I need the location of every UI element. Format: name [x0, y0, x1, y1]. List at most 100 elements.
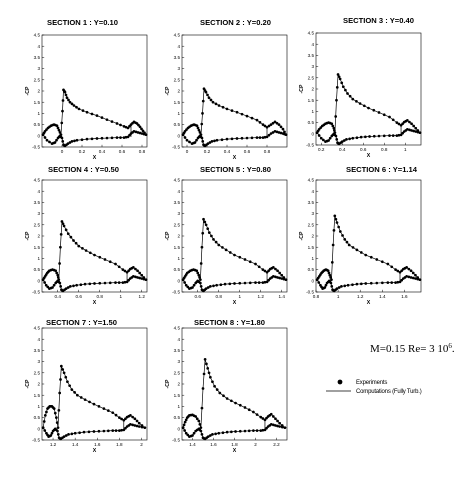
experiment-point-upper — [265, 125, 269, 129]
experiment-point-upper — [77, 107, 81, 111]
experiment-point-lower — [111, 429, 115, 432]
experiment-point-upper — [396, 269, 400, 273]
experiment-point-upper — [182, 423, 186, 427]
experiment-point-upper — [97, 405, 101, 408]
experiment-point-upper — [198, 131, 202, 134]
experiment-point-upper — [205, 362, 208, 366]
experiment-point-lower — [115, 136, 119, 139]
experiment-point-lower — [64, 287, 68, 290]
y-tick-label: 3.5 — [34, 200, 41, 205]
experiment-point-lower — [131, 423, 134, 427]
experiment-point-upper — [340, 81, 344, 85]
experiment-point-lower — [188, 140, 191, 144]
experiment-point-lower — [206, 435, 210, 438]
chart-title: SECTION 5 : Y=0.80 — [200, 165, 271, 174]
experiment-point-upper — [225, 107, 229, 111]
experiment-point-lower — [410, 129, 413, 132]
experiment-point-upper — [123, 269, 127, 273]
conditions-text: M=0.15 Re= 3 106. — [370, 342, 455, 355]
experiment-point-upper — [129, 414, 132, 417]
experiment-point-lower — [183, 281, 186, 284]
experiment-point-lower — [412, 129, 415, 133]
chart-title: SECTION 3 : Y=0.40 — [343, 16, 414, 25]
experiment-point-lower — [418, 131, 422, 135]
y-tick-label: 2.5 — [174, 77, 181, 82]
experiment-point-lower — [274, 275, 277, 279]
y-tick-label: 0 — [37, 426, 40, 431]
experiment-point-lower — [280, 277, 284, 280]
experiment-point-lower — [100, 136, 104, 140]
experiment-point-lower — [53, 141, 57, 144]
experiment-point-lower — [183, 429, 186, 432]
experiment-point-upper — [274, 417, 277, 421]
chart-panel-7: SECTION 7 : Y=1.50 -0.5 0 0.5 1 1.5 2 2.5 3 3.5 4 4… — [25, 318, 148, 454]
experiment-point-upper — [197, 273, 201, 277]
experiment-point-upper — [414, 273, 417, 277]
y-tick-label: -0.5 — [172, 290, 180, 295]
y-axis-label: -CP — [25, 86, 31, 95]
experiment-point-lower — [322, 138, 325, 142]
experiment-point-upper — [59, 378, 62, 381]
experiment-point-upper — [79, 396, 83, 399]
x-tick-label: 0.2 — [318, 147, 325, 152]
experiment-point-upper — [245, 114, 249, 118]
x-tick-label: 0.8 — [97, 294, 104, 299]
x-axis-label: X — [367, 300, 371, 306]
experiment-point-lower — [406, 127, 409, 131]
x-tick-label: 1.2 — [50, 442, 57, 447]
experiment-point-upper — [225, 397, 229, 400]
experiment-point-upper — [275, 121, 279, 125]
y-tick-label: 4.5 — [308, 31, 315, 36]
experiment-point-lower — [327, 139, 330, 142]
chart-panel-5: SECTION 5 : Y=0.80 -0.5 0 0.5 1 1.5 2 2.5 3 3.5 4 4… — [165, 165, 288, 306]
experiment-point-upper — [203, 220, 207, 224]
experiment-point-upper — [228, 251, 232, 254]
experiment-point-lower — [250, 136, 254, 140]
experiment-point-upper — [66, 380, 69, 384]
x-tick-label: 1.4 — [279, 294, 286, 299]
experiment-point-upper — [111, 411, 115, 415]
experiment-point-upper — [56, 126, 60, 130]
experiment-point-upper — [218, 391, 222, 395]
chart-title: SECTION 7 : Y=1.50 — [46, 318, 117, 327]
experiment-point-lower — [359, 282, 363, 286]
experiment-point-lower — [75, 138, 79, 142]
y-tick-label: 2 — [37, 382, 40, 387]
plot-frame — [315, 32, 422, 146]
y-tick-label: 1.5 — [174, 100, 181, 105]
experiment-point-upper — [355, 248, 359, 252]
experiment-point-upper — [119, 123, 122, 127]
experiment-point-upper — [358, 102, 362, 105]
experiment-point-lower — [90, 137, 94, 141]
experiment-point-upper — [100, 116, 104, 120]
y-tick-label: 3.5 — [34, 55, 41, 60]
experiment-point-lower — [351, 136, 355, 140]
y-tick-label: 1 — [311, 256, 314, 261]
experiment-point-lower — [390, 281, 394, 284]
y-tick-label: 2 — [177, 234, 180, 239]
experiment-point-upper — [200, 245, 204, 249]
experiment-point-upper — [106, 409, 110, 413]
experiment-point-upper — [259, 415, 263, 419]
experiment-point-lower — [87, 430, 91, 434]
experiment-point-upper — [206, 227, 210, 231]
computation-line-upper — [42, 221, 147, 280]
experiment-point-lower — [181, 133, 185, 137]
experiment-point-lower — [52, 283, 56, 287]
x-tick-label: 1 — [404, 147, 407, 152]
experiment-point-upper — [347, 243, 351, 247]
y-tick-label: 4.5 — [34, 33, 41, 38]
y-tick-label: -0.5 — [32, 290, 40, 295]
experiment-point-lower — [210, 140, 214, 143]
experiment-point-upper — [61, 99, 65, 102]
experiment-point-upper — [194, 415, 197, 418]
y-tick-label: 3 — [177, 359, 180, 364]
chart-panel-3: SECTION 3 : Y=0.40 -0.5 0 0.5 1 1.5 2 2.5 3 3.5 4 4… — [299, 16, 422, 159]
experiment-point-upper — [201, 112, 204, 115]
experiment-point-upper — [372, 108, 376, 112]
experiment-point-lower — [394, 281, 397, 284]
experiment-point-upper — [55, 271, 59, 275]
experiment-point-lower — [49, 434, 53, 437]
y-tick-label: 4 — [177, 44, 180, 49]
experiment-point-upper — [255, 413, 259, 416]
